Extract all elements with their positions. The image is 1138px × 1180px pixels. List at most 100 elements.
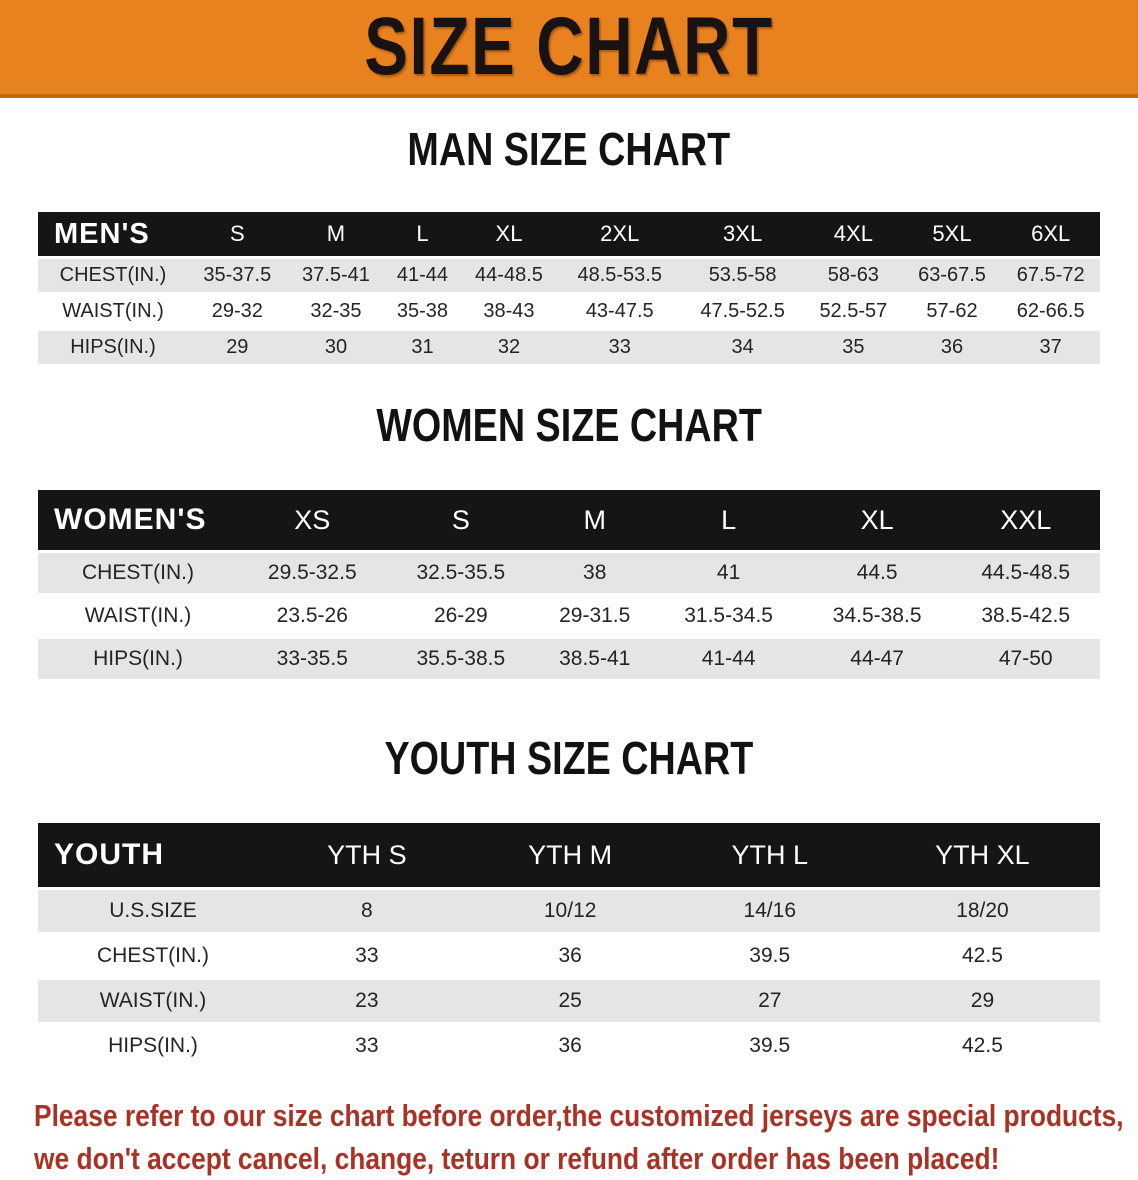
size-value: 38.5-41 bbox=[535, 639, 655, 679]
size-column-header: L bbox=[385, 212, 460, 256]
section-youth: YOUTH SIZE CHART YOUTH YTH S YTH M YTH L YTH… bbox=[0, 732, 1138, 1070]
section-women: WOMEN SIZE CHART WOMEN'S XS S M L XL XXL CHEST(… bbox=[0, 399, 1138, 682]
size-value: 14/16 bbox=[674, 890, 865, 932]
size-value: 47-50 bbox=[951, 639, 1100, 679]
size-value: 33 bbox=[268, 1025, 466, 1067]
size-column-header: XL bbox=[459, 212, 559, 256]
size-value: 25 bbox=[465, 980, 675, 1022]
size-column-header: S bbox=[386, 490, 536, 550]
size-value: 35.5-38.5 bbox=[386, 639, 536, 679]
table-title: MEN'S bbox=[38, 212, 188, 256]
size-value: 29.5-32.5 bbox=[238, 553, 387, 593]
measurement-row: HIPS(IN.) 33 36 39.5 42.5 bbox=[38, 1025, 1100, 1067]
size-value: 41 bbox=[654, 553, 803, 593]
size-column-header: M bbox=[286, 212, 386, 256]
size-value: 34 bbox=[681, 331, 805, 364]
size-value: 32.5-35.5 bbox=[386, 553, 536, 593]
size-value: 29 bbox=[188, 331, 287, 364]
measurement-row: U.S.SIZE 8 10/12 14/16 18/20 bbox=[38, 890, 1100, 932]
size-value: 38.5-42.5 bbox=[951, 596, 1100, 636]
size-column-header: 6XL bbox=[1001, 212, 1100, 256]
youth-chart-heading-text: YOUTH SIZE CHART bbox=[384, 732, 754, 784]
size-value: 33-35.5 bbox=[238, 639, 387, 679]
size-value: 35-37.5 bbox=[188, 259, 287, 292]
women-size-table-wrap: WOMEN'S XS S M L XL XXL CHEST(IN.) 29.5-32.5 32.5… bbox=[38, 487, 1100, 682]
youth-chart-heading: YOUTH SIZE CHART bbox=[0, 732, 1138, 796]
size-value: 33 bbox=[558, 331, 682, 364]
disclaimer: Please refer to our size chart before or… bbox=[34, 1094, 1138, 1180]
size-column-header: XS bbox=[238, 490, 387, 550]
men-chart-heading-text: MAN SIZE CHART bbox=[407, 123, 731, 175]
size-header-row: WOMEN'S XS S M L XL XXL bbox=[38, 490, 1100, 550]
size-value: 44.5-48.5 bbox=[951, 553, 1100, 593]
size-value: 37 bbox=[1001, 331, 1100, 364]
size-value: 29-32 bbox=[188, 295, 287, 328]
measurement-row: WAIST(IN.) 29-32 32-35 35-38 38-43 43-47.5 47.… bbox=[38, 295, 1100, 328]
size-value: 23 bbox=[268, 980, 466, 1022]
size-value: 57-62 bbox=[902, 295, 1002, 328]
table-title: YOUTH bbox=[38, 823, 268, 887]
size-value: 38-43 bbox=[459, 295, 559, 328]
row-label: WAIST(IN.) bbox=[38, 596, 238, 636]
size-value: 30 bbox=[286, 331, 386, 364]
size-value: 18/20 bbox=[864, 890, 1100, 932]
disclaimer-line-2: we don't accept cancel, change, teturn o… bbox=[34, 1141, 1000, 1176]
size-value: 44.5 bbox=[802, 553, 952, 593]
size-value: 32-35 bbox=[286, 295, 386, 328]
size-value: 53.5-58 bbox=[681, 259, 805, 292]
row-label: CHEST(IN.) bbox=[38, 259, 188, 292]
row-label: HIPS(IN.) bbox=[38, 1025, 268, 1067]
size-value: 31 bbox=[385, 331, 460, 364]
size-value: 10/12 bbox=[465, 890, 675, 932]
youth-size-table-wrap: YOUTH YTH S YTH M YTH L YTH XL U.S.SIZE 8 10/12… bbox=[38, 820, 1100, 1070]
size-value: 33 bbox=[268, 935, 466, 977]
measurement-row: HIPS(IN.) 33-35.5 35.5-38.5 38.5-41 41-44 44-… bbox=[38, 639, 1100, 679]
measurement-row: WAIST(IN.) 23.5-26 26-29 29-31.5 31.5-34.5 34… bbox=[38, 596, 1100, 636]
measurement-row: CHEST(IN.) 29.5-32.5 32.5-35.5 38 41 44.5 44.5… bbox=[38, 553, 1100, 593]
women-chart-heading: WOMEN SIZE CHART bbox=[0, 399, 1138, 463]
size-column-header: 2XL bbox=[558, 212, 682, 256]
measurement-row: CHEST(IN.) 33 36 39.5 42.5 bbox=[38, 935, 1100, 977]
size-value: 52.5-57 bbox=[804, 295, 903, 328]
size-value: 41-44 bbox=[654, 639, 803, 679]
size-value: 8 bbox=[268, 890, 466, 932]
size-value: 32 bbox=[459, 331, 559, 364]
size-value: 42.5 bbox=[864, 935, 1100, 977]
row-label: U.S.SIZE bbox=[38, 890, 268, 932]
size-value: 39.5 bbox=[674, 935, 865, 977]
table-title: WOMEN'S bbox=[38, 490, 238, 550]
size-column-header: 5XL bbox=[902, 212, 1002, 256]
size-value: 27 bbox=[674, 980, 865, 1022]
size-value: 58-63 bbox=[804, 259, 903, 292]
section-men: MAN SIZE CHART MEN'S S M L XL 2XL 3XL 4XL 5XL 6XL… bbox=[0, 123, 1138, 367]
size-value: 43-47.5 bbox=[558, 295, 682, 328]
size-value: 26-29 bbox=[386, 596, 536, 636]
size-column-header: L bbox=[654, 490, 803, 550]
measurement-row: WAIST(IN.) 23 25 27 29 bbox=[38, 980, 1100, 1022]
size-column-header: XXL bbox=[951, 490, 1100, 550]
women-chart-heading-text: WOMEN SIZE CHART bbox=[376, 399, 762, 451]
men-size-table-wrap: MEN'S S M L XL 2XL 3XL 4XL 5XL 6XL CHEST(IN.) 35-37… bbox=[38, 209, 1100, 367]
size-value: 62-66.5 bbox=[1001, 295, 1100, 328]
men-size-table: MEN'S S M L XL 2XL 3XL 4XL 5XL 6XL CHEST(IN.) 35-37… bbox=[38, 209, 1100, 367]
size-value: 29 bbox=[864, 980, 1100, 1022]
row-label: HIPS(IN.) bbox=[38, 331, 188, 364]
size-column-header: YTH M bbox=[465, 823, 675, 887]
size-value: 37.5-41 bbox=[286, 259, 386, 292]
size-value: 41-44 bbox=[385, 259, 460, 292]
size-value: 36 bbox=[465, 935, 675, 977]
size-value: 31.5-34.5 bbox=[654, 596, 803, 636]
disclaimer-line-1: Please refer to our size chart before or… bbox=[34, 1098, 1124, 1133]
size-value: 38 bbox=[535, 553, 655, 593]
size-column-header: YTH XL bbox=[864, 823, 1100, 887]
size-value: 35 bbox=[804, 331, 903, 364]
size-value: 23.5-26 bbox=[238, 596, 387, 636]
size-value: 29-31.5 bbox=[535, 596, 655, 636]
size-value: 44-48.5 bbox=[459, 259, 559, 292]
size-value: 63-67.5 bbox=[902, 259, 1002, 292]
women-size-table: WOMEN'S XS S M L XL XXL CHEST(IN.) 29.5-32.5 32.5… bbox=[38, 487, 1100, 682]
size-value: 48.5-53.5 bbox=[558, 259, 682, 292]
size-value: 42.5 bbox=[864, 1025, 1100, 1067]
size-header-row: YOUTH YTH S YTH M YTH L YTH XL bbox=[38, 823, 1100, 887]
size-column-header: XL bbox=[802, 490, 952, 550]
